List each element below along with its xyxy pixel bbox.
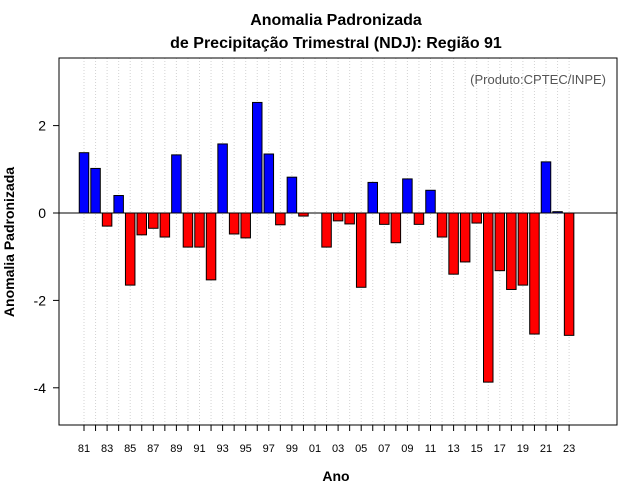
bar-99 bbox=[286, 176, 298, 214]
bar-00 bbox=[298, 212, 309, 217]
bar-08 bbox=[390, 212, 402, 244]
x-tick-label: 19 bbox=[517, 443, 529, 455]
bar-14 bbox=[459, 212, 471, 263]
x-tick-label: 15 bbox=[471, 443, 483, 455]
x-tick-label: 23 bbox=[563, 443, 575, 455]
y-tick-label: 2 bbox=[38, 118, 46, 134]
bar-13 bbox=[448, 212, 459, 275]
x-tick-label: 95 bbox=[240, 443, 252, 455]
bar-12 bbox=[436, 212, 448, 238]
bar-95 bbox=[240, 212, 251, 239]
bar-17 bbox=[494, 212, 506, 272]
x-tick-label: 91 bbox=[193, 443, 205, 455]
x-tick-label: 01 bbox=[309, 443, 321, 455]
x-tick-label: 97 bbox=[263, 443, 275, 455]
bar-20 bbox=[529, 212, 540, 335]
y-tick-label: 0 bbox=[38, 205, 46, 221]
bar-92 bbox=[205, 212, 217, 281]
x-tick-label: 21 bbox=[540, 443, 552, 455]
x-tick-label: 87 bbox=[147, 443, 159, 455]
bar-10 bbox=[413, 212, 425, 225]
bar-93 bbox=[217, 143, 228, 214]
bar-16 bbox=[483, 212, 494, 383]
bar-02 bbox=[321, 212, 332, 248]
x-tick-label: 13 bbox=[447, 443, 459, 455]
bar-94 bbox=[228, 212, 240, 235]
bar-83 bbox=[101, 212, 113, 227]
bar-04 bbox=[344, 212, 355, 225]
y-tick-label: -4 bbox=[34, 380, 47, 396]
bar-87 bbox=[148, 212, 159, 229]
x-tick-label: 05 bbox=[355, 443, 367, 455]
bar-15 bbox=[471, 212, 482, 224]
x-tick-label: 07 bbox=[378, 443, 390, 455]
bar-84 bbox=[113, 195, 124, 214]
bar-21 bbox=[540, 161, 552, 214]
x-tick-label: 81 bbox=[78, 443, 90, 455]
x-tick-label: 85 bbox=[124, 443, 136, 455]
bar-22 bbox=[552, 211, 563, 214]
bar-88 bbox=[159, 212, 171, 238]
bar-18 bbox=[506, 212, 517, 290]
bar-82 bbox=[90, 167, 101, 214]
bar-96 bbox=[252, 101, 263, 214]
bars-group bbox=[78, 101, 575, 383]
bar-91 bbox=[194, 212, 205, 248]
x-tick-label: 99 bbox=[286, 443, 298, 455]
bar-23 bbox=[563, 212, 575, 336]
x-tick-label: 89 bbox=[170, 443, 182, 455]
bar-11 bbox=[425, 189, 436, 214]
y-axis-label: Anomalia Padronizada bbox=[1, 167, 17, 317]
x-tick-label: 17 bbox=[494, 443, 506, 455]
bar-98 bbox=[275, 212, 286, 226]
bar-19 bbox=[517, 212, 529, 286]
x-tick-label: 93 bbox=[216, 443, 228, 455]
bar-09 bbox=[402, 178, 413, 214]
y-axis: -4 -2 0 2 bbox=[34, 118, 59, 396]
bar-86 bbox=[136, 212, 147, 236]
credit-label: (Produto:CPTEC/INPE) bbox=[470, 72, 606, 87]
bar-06 bbox=[367, 181, 378, 214]
bar-85 bbox=[124, 212, 136, 286]
x-tick-label: 11 bbox=[425, 443, 436, 455]
chart-title: Anomalia Padronizada bbox=[250, 12, 422, 29]
bar-81 bbox=[78, 152, 90, 214]
x-tick-label: 83 bbox=[101, 443, 113, 455]
bar-90 bbox=[182, 212, 194, 248]
chart-subtitle: de Precipitação Trimestral (NDJ): Região… bbox=[170, 35, 502, 52]
bar-07 bbox=[379, 212, 390, 225]
x-axis-label: Ano bbox=[322, 468, 349, 484]
x-axis: 81 83 85 87 89 91 93 95 97 99 01 03 05 07 09 11 13 15 17 19… bbox=[78, 425, 575, 455]
x-tick-label: 03 bbox=[332, 443, 344, 455]
bar-89 bbox=[171, 154, 182, 214]
bar-03 bbox=[332, 212, 344, 222]
x-tick-label: 09 bbox=[401, 443, 413, 455]
y-tick-label: -2 bbox=[34, 292, 47, 308]
bar-97 bbox=[263, 153, 275, 214]
bar-05 bbox=[355, 212, 367, 288]
